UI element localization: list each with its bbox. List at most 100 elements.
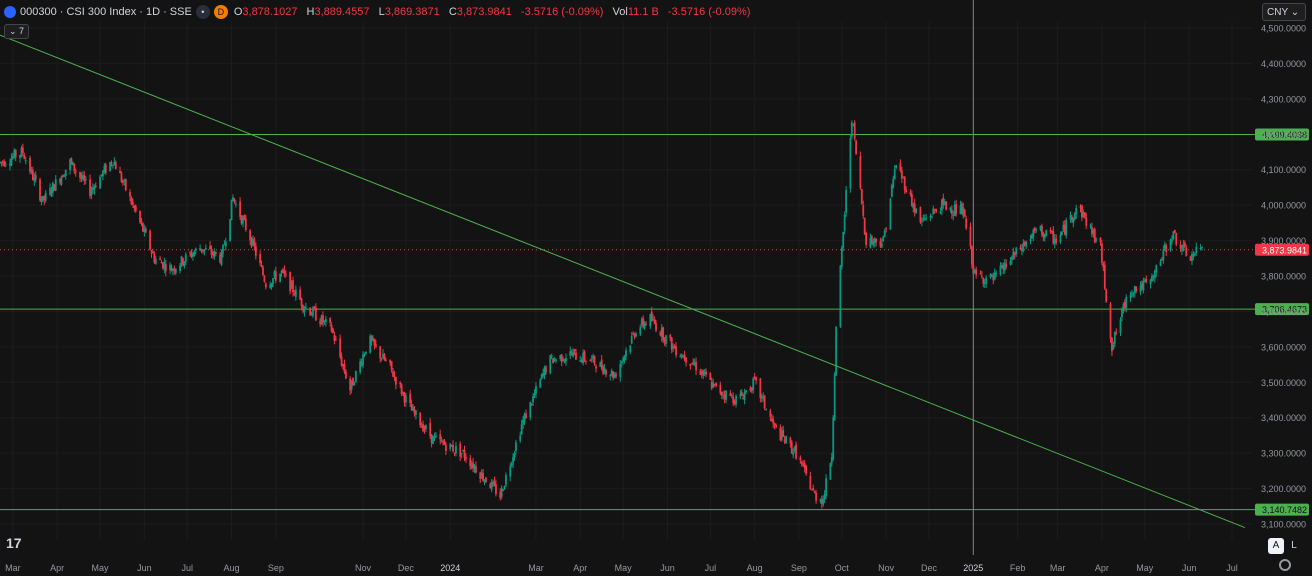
candle-body [272, 278, 274, 285]
candle-body [732, 396, 735, 403]
candle-body [519, 435, 522, 441]
candle-body [233, 198, 236, 202]
candle-body [869, 238, 872, 248]
candle-body [922, 218, 925, 220]
candle-body [34, 175, 37, 180]
y-tick-label: 4,000.0000 [1261, 201, 1306, 211]
candle-body [1155, 265, 1158, 273]
candle-body [443, 440, 446, 445]
indicator-toggle[interactable]: ⌄ 7 [4, 24, 30, 39]
candle-body [192, 253, 194, 257]
candle-body [540, 373, 543, 379]
candle-body [49, 187, 51, 195]
candles [0, 120, 1203, 509]
candle-body [742, 397, 745, 400]
candle-body [559, 355, 562, 360]
candle-body [955, 203, 958, 214]
candle-body [1125, 297, 1128, 309]
candle-body [640, 319, 643, 325]
log-scale-button[interactable]: L [1291, 540, 1297, 551]
x-tick-label: Nov [878, 563, 895, 573]
candle-body [1062, 225, 1065, 231]
candle-body [1042, 233, 1045, 237]
candle-body [963, 209, 966, 217]
candle-body [905, 189, 908, 193]
candle-body [615, 373, 617, 377]
y-tick-label: 4,100.0000 [1261, 165, 1306, 175]
candle-body [972, 264, 975, 274]
candle-body [380, 358, 383, 360]
candle-body [1043, 234, 1046, 239]
candle-body [1035, 229, 1038, 231]
candle-body [805, 465, 807, 474]
candle-body [572, 351, 575, 357]
candle-body [51, 182, 54, 193]
candle-body [31, 170, 34, 180]
candle-body [1152, 275, 1155, 277]
candle-body [522, 419, 524, 425]
x-tick-label: 2025 [963, 563, 983, 573]
candle-body [63, 175, 66, 177]
candle-body [389, 359, 392, 363]
candle-body [23, 154, 26, 159]
candle-body [553, 358, 556, 361]
candle-body [1072, 217, 1075, 223]
candle-body [783, 439, 786, 443]
vol-change: -3.5716 (-0.09%) [667, 6, 751, 18]
candle-body [334, 339, 337, 341]
auto-scale-button[interactable]: A [1268, 538, 1284, 554]
y-tick-label: 4,400.0000 [1261, 59, 1306, 69]
candle-body [262, 267, 264, 276]
candle-body [589, 360, 592, 362]
candle-body [1192, 254, 1195, 257]
candle-body [472, 462, 474, 469]
currency-select[interactable]: CNY ⌄ [1262, 3, 1306, 21]
candle-body [1191, 254, 1193, 262]
candle-body [975, 269, 978, 275]
candle-body [730, 395, 733, 397]
candle-body [505, 474, 507, 485]
candle-body [492, 482, 494, 484]
candle-body [562, 359, 565, 361]
y-axis: 4,500.0000 4,400.0000 4,300.0000 4,200.0000… [1261, 24, 1306, 530]
candle-body [1162, 249, 1165, 260]
candle-body [969, 226, 972, 247]
candle-body [203, 249, 206, 252]
symbol-name[interactable]: 000300 · CSI 300 Index · 1D · SSE [20, 6, 192, 18]
candle-body [144, 228, 147, 233]
low-value: 3,869.3871 [384, 6, 440, 18]
candle-body [379, 346, 382, 359]
candle-body [960, 203, 963, 214]
candle-body [899, 162, 902, 171]
candle-body [43, 195, 46, 201]
candle-body [719, 384, 722, 394]
candle-body [133, 205, 136, 209]
candle-body [770, 418, 773, 422]
candle-body [109, 162, 111, 171]
candle-body [213, 251, 216, 257]
candle-body [1112, 344, 1115, 350]
candle-body [294, 289, 297, 297]
candle-body [61, 175, 64, 178]
candle-body [289, 271, 292, 292]
y-tick-label: 3,300.0000 [1261, 449, 1306, 459]
candle-body [224, 241, 227, 247]
settings-gear-icon[interactable] [1279, 559, 1291, 571]
eye-icon[interactable]: • [195, 5, 210, 19]
badge-d[interactable]: D [213, 5, 228, 19]
candle-body [619, 364, 622, 377]
high-label: H [306, 6, 315, 18]
candle-body [525, 413, 527, 419]
candle-body [71, 162, 74, 166]
candle-body [533, 393, 536, 396]
x-tick-label: Apr [573, 563, 587, 573]
candle-body [0, 161, 1, 163]
candle-body [740, 392, 743, 396]
candle-body [539, 379, 542, 388]
candle-body [635, 333, 637, 337]
candle-body [700, 371, 703, 374]
candle-body [250, 238, 253, 247]
candle-body [710, 381, 713, 389]
candle-body [59, 179, 61, 183]
